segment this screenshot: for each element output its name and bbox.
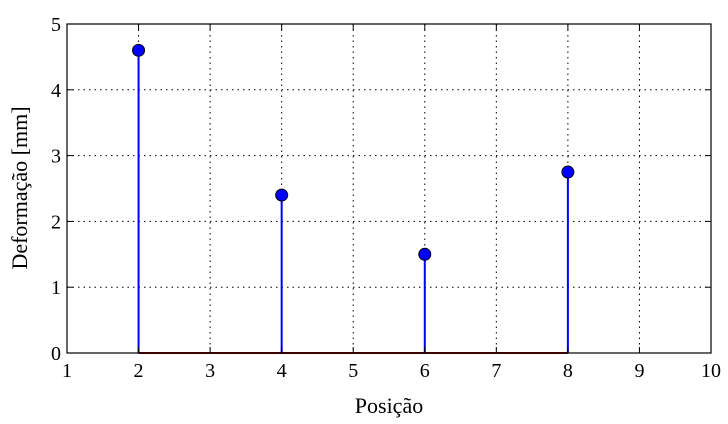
x-tick-label: 1 bbox=[62, 360, 72, 382]
x-tick-labels: 1 2 3 4 5 6 7 8 9 10 bbox=[62, 360, 721, 382]
x-tick-label: 6 bbox=[420, 360, 430, 382]
x-tick-label: 3 bbox=[205, 360, 215, 382]
y-tick-label: 4 bbox=[51, 80, 61, 102]
grid bbox=[67, 24, 711, 353]
stems bbox=[137, 50, 569, 353]
y-axis-label: Deformação [mm] bbox=[7, 106, 32, 269]
x-axis-label: Posição bbox=[355, 393, 423, 418]
stem-marker bbox=[561, 165, 575, 179]
y-tick-label: 2 bbox=[51, 211, 61, 233]
stem-marker bbox=[275, 188, 289, 202]
x-tick-label: 4 bbox=[277, 360, 287, 382]
y-tick-label: 0 bbox=[51, 343, 61, 365]
stem-marker bbox=[418, 247, 432, 261]
y-tick-label: 3 bbox=[51, 146, 61, 168]
plot-frame bbox=[66, 23, 712, 354]
y-tick-label: 1 bbox=[51, 277, 61, 299]
x-tick-label: 8 bbox=[563, 360, 573, 382]
x-tick-label: 9 bbox=[634, 360, 644, 382]
x-tick-label: 7 bbox=[491, 360, 501, 382]
y-tick-label: 5 bbox=[51, 14, 61, 36]
x-tick-label: 5 bbox=[348, 360, 358, 382]
x-tick-label: 2 bbox=[134, 360, 144, 382]
y-tick-labels: 0 1 2 3 4 5 bbox=[51, 14, 61, 365]
x-tick-label: 10 bbox=[701, 360, 721, 382]
stem-marker bbox=[132, 43, 146, 57]
markers bbox=[132, 43, 575, 261]
ticks bbox=[66, 23, 712, 354]
